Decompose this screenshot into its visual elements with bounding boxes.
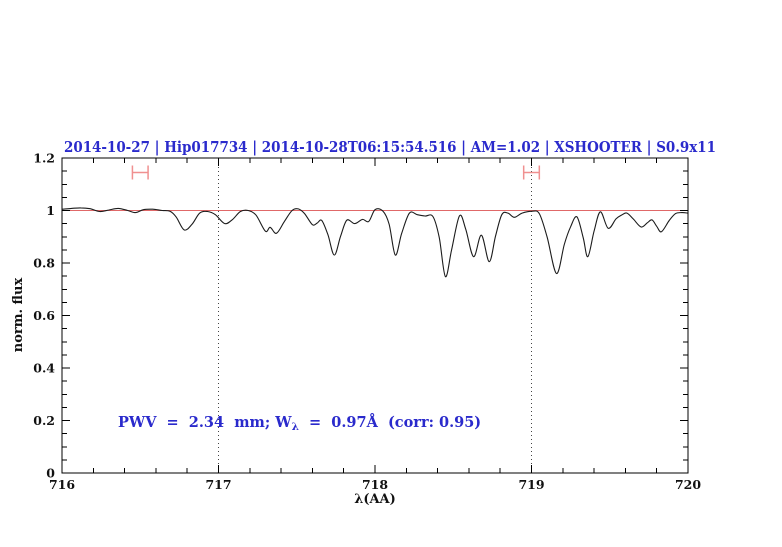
- range-marker: [522, 165, 541, 180]
- x-tick-label: 716: [49, 477, 75, 492]
- band-range-markers: [131, 165, 541, 180]
- pwv-annotation: PWV = 2.34 mm; Wλ = 0.97Å (corr: 0.95): [118, 413, 481, 433]
- pwv-annotation-subscript: λ: [292, 421, 299, 433]
- spectrum-line: [61, 207, 689, 278]
- y-tick-label: 0.2: [33, 413, 55, 428]
- y-tick-label: 1.2: [33, 151, 55, 166]
- y-tick-label: 1: [46, 203, 55, 218]
- x-tick-label: 720: [675, 477, 701, 492]
- x-tick-label: 717: [205, 477, 231, 492]
- range-marker: [131, 165, 149, 180]
- x-axis-label: λ(AA): [354, 492, 396, 507]
- x-tick-label: 719: [518, 477, 544, 492]
- y-tick-label: 0.6: [33, 308, 55, 323]
- y-tick-labels: 0 0.2 0.4 0.6 0.8 1 1.2: [33, 151, 55, 481]
- x-tick-labels: 716 717 718 719 720: [49, 477, 701, 492]
- x-tick-label: 718: [362, 477, 388, 492]
- plot-title: 2014-10-27 | Hip017734 | 2014-10-28T06:1…: [64, 138, 716, 156]
- y-tick-label: 0.8: [33, 256, 55, 271]
- axis-ticks: [61, 157, 689, 474]
- y-tick-label: 0.4: [33, 361, 55, 376]
- y-tick-label: 0: [46, 466, 55, 481]
- y-axis-label: norm. flux: [11, 278, 26, 353]
- pwv-annotation-main: PWV = 2.34 mm; W: [118, 414, 292, 431]
- pwv-annotation-rest: = 0.97Å (corr: 0.95): [299, 413, 481, 431]
